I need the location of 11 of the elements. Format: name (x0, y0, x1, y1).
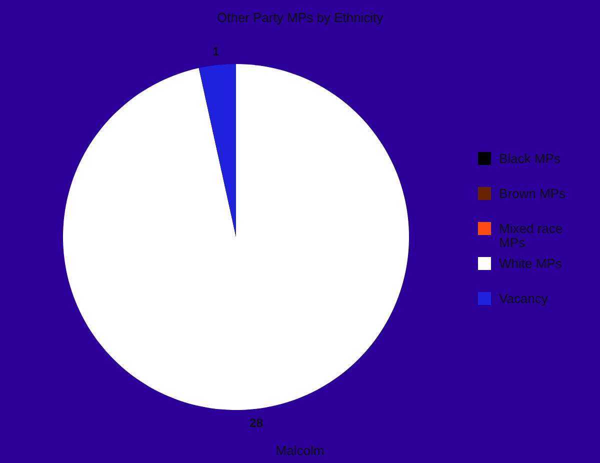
legend-label: White MPs (499, 256, 562, 271)
data-label: 28 (250, 416, 264, 430)
text: Malcolm (276, 443, 324, 458)
legend-label: Mixed race MPs (499, 221, 563, 250)
pie-slice (198, 64, 236, 237)
chart-title: Other Party MPs by Ethnicity (216, 10, 384, 25)
data-label: 1 (212, 44, 220, 58)
pie-slice (63, 64, 409, 410)
legend-label: Brown MPs (499, 186, 566, 201)
legend-label: Black MPs (499, 151, 561, 166)
legend-label: Vacancy (499, 291, 548, 306)
